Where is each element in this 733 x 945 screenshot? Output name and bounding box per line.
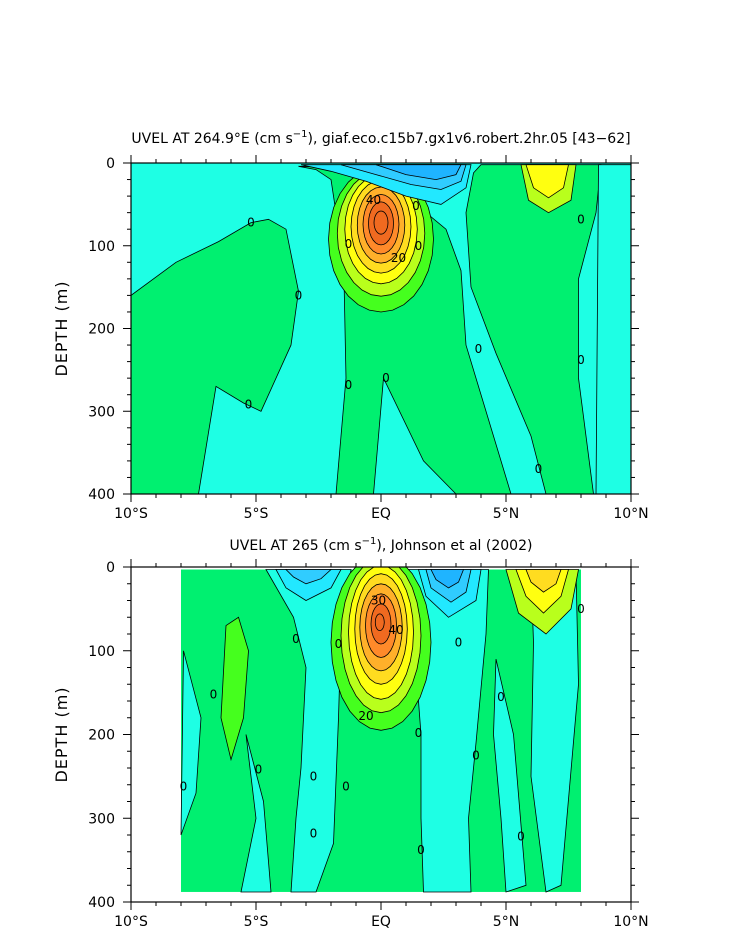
positive-tongue — [220, 616, 249, 762]
no-data-gap — [276, 893, 299, 902]
x-tick-label: 5°S — [244, 914, 269, 930]
contour-label: 0 — [455, 635, 463, 649]
westward-ne — [530, 570, 579, 893]
x-tick-label: EQ — [371, 506, 391, 522]
no-data-gap — [528, 893, 539, 902]
contour-label: 40 — [366, 193, 381, 207]
chart-title: UVEL AT 264.9°E (cm s−1), giaf.eco.c15b7… — [131, 129, 630, 147]
contour-label: 0 — [577, 212, 585, 226]
contour-label: 0 — [415, 239, 423, 253]
contour-label: 20 — [391, 251, 406, 265]
no-data-gap — [466, 893, 491, 902]
y-axis-label: DEPTH (m) — [52, 686, 71, 782]
contour-label: 0 — [345, 237, 353, 251]
contour-label: 0 — [310, 826, 318, 840]
westward-n2 — [493, 659, 527, 893]
positive-region-n — [465, 164, 602, 494]
no-data-gap — [181, 893, 189, 902]
sw-surface-2 — [285, 569, 333, 585]
x-tick-label: 5°N — [493, 506, 519, 522]
contour-label: 0 — [292, 632, 300, 646]
x-tick-label: 10°N — [613, 506, 648, 522]
contour-field — [180, 567, 581, 902]
x-tick-label: 10°N — [613, 914, 648, 930]
contour-label: 0 — [577, 353, 585, 367]
contour-label: 0 — [247, 216, 255, 230]
core-contour-7 — [374, 613, 385, 632]
contour-label: 0 — [472, 748, 480, 762]
positive-region-sw — [131, 218, 299, 494]
contour-label: 20 — [358, 709, 373, 723]
contour-label: 0 — [415, 726, 423, 740]
no-data-gap — [351, 893, 374, 902]
contour-label: 0 — [382, 371, 390, 385]
y-tick-label: 400 — [88, 487, 115, 503]
contour-label: 40 — [388, 623, 403, 637]
contour-field — [131, 163, 631, 494]
y-tick-label: 0 — [106, 560, 115, 576]
contour-label: 0 — [295, 288, 303, 302]
contour-label: 0 — [180, 779, 188, 793]
contour-label: 0 — [475, 342, 483, 356]
y-tick-label: 200 — [88, 322, 115, 338]
east-strip — [595, 164, 631, 494]
contour-label: 0 — [310, 769, 318, 783]
westward-w — [180, 650, 202, 836]
y-axis-label: DEPTH (m) — [52, 280, 71, 376]
contour-label: 0 — [342, 779, 350, 793]
contour-label: 0 — [497, 690, 505, 704]
x-tick-label: 10°S — [114, 914, 148, 930]
y-tick-label: 0 — [106, 156, 115, 172]
x-tick-label: 5°S — [244, 506, 269, 522]
no-data-gap — [571, 893, 579, 902]
y-tick-label: 300 — [88, 811, 115, 827]
y-tick-label: 200 — [88, 728, 115, 744]
contour-label: 0 — [577, 602, 585, 616]
y-tick-label: 100 — [88, 644, 115, 660]
y-tick-label: 300 — [88, 404, 115, 420]
contour-label: 0 — [417, 843, 425, 857]
contour-label: 0 — [412, 199, 420, 213]
contour-label: 0 — [210, 687, 218, 701]
x-tick-label: 5°N — [493, 914, 519, 930]
no-data-bottom — [181, 898, 581, 902]
chart-title: UVEL AT 265 (cm s−1), Johnson et al (200… — [230, 536, 533, 554]
x-tick-label: EQ — [371, 914, 391, 930]
contour-label: 0 — [245, 398, 253, 412]
x-tick-label: 10°S — [114, 506, 148, 522]
contour-label: 0 — [255, 763, 263, 777]
no-data-gap — [226, 893, 254, 902]
y-tick-label: 400 — [88, 895, 115, 911]
core-contour-7 — [373, 210, 389, 235]
westward-sw — [240, 734, 272, 893]
ne-surface-3 — [430, 569, 465, 589]
contour-label: 0 — [345, 378, 353, 392]
y-tick-label: 100 — [88, 239, 115, 255]
contour-label: 0 — [335, 637, 343, 651]
contour-label: 0 — [517, 830, 525, 844]
north-jet-inner — [525, 569, 562, 593]
north-jet-inner — [525, 164, 569, 199]
contour-label: 30 — [371, 594, 386, 608]
contour-label: 0 — [535, 462, 543, 476]
westward-3 — [375, 164, 462, 181]
